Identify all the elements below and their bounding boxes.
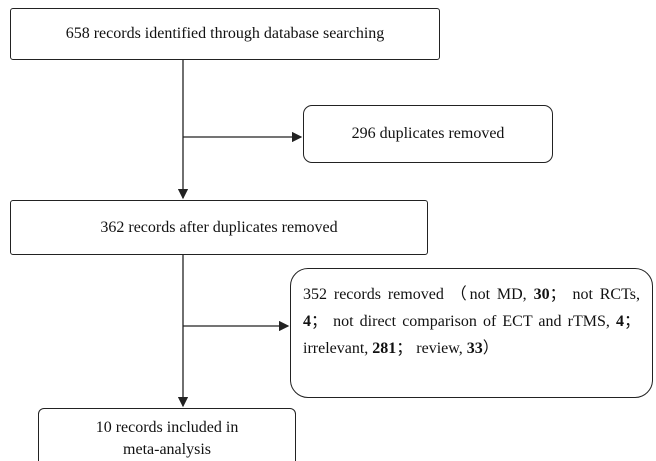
text-segment: ； not RCTs,: [549, 286, 640, 303]
box-text: 296 duplicates removed: [351, 125, 505, 142]
box-text: 362 records after duplicates removed: [100, 218, 338, 236]
text-segment: 352 records removed （not MD,: [303, 286, 534, 303]
box: 658 records identified through database …: [10, 8, 440, 60]
text-segment: 4: [303, 313, 311, 330]
box: 10 records included in meta-analysis: [38, 408, 296, 461]
text-segment: 281: [372, 340, 397, 357]
box-text: 658 records identified through database …: [65, 25, 385, 42]
text-segment: 4: [615, 313, 624, 330]
box: 362 records after duplicates removed: [10, 200, 428, 255]
box-text-line: meta-analysis: [123, 441, 211, 458]
box-text-line: 10 records included in: [95, 419, 239, 436]
text-segment: 30: [533, 286, 550, 303]
box: 296 duplicates removed: [303, 105, 553, 163]
text-segment: ）: [482, 340, 499, 357]
text-segment: 33: [466, 340, 483, 357]
text-segment: ； not direct comparison of ECT and rTMS,: [311, 313, 616, 330]
box: 352 records removed （not MD, 30； not RCT…: [290, 268, 653, 398]
text-segment: ； irrelevant,: [303, 313, 640, 357]
text-segment: ； review,: [396, 340, 467, 357]
